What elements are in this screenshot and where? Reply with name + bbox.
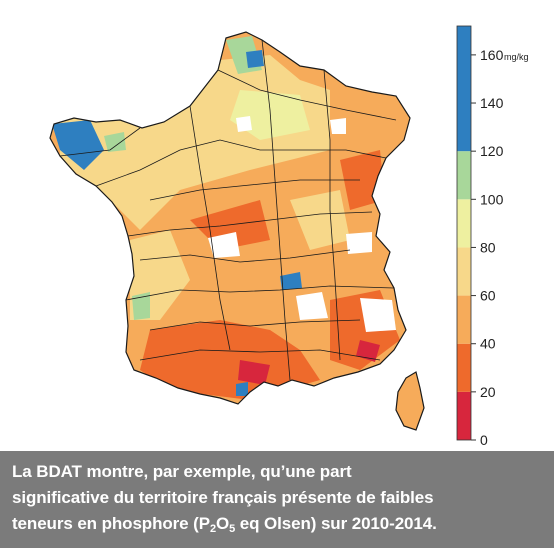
france-phosphorus-map [49, 31, 425, 431]
caption-line-3-post: eq Olsen) sur 2010-2014. [235, 514, 437, 533]
legend-swatch-0 [457, 391, 471, 440]
department-borders [59, 39, 397, 381]
caption-subscript-2: 2 [209, 523, 216, 535]
map-base [50, 32, 424, 430]
legend-swatch-6 [457, 26, 471, 152]
caption-line-1: La BDAT montre, par exemple, qu’une part [12, 462, 352, 481]
caption-box: La BDAT montre, par exemple, qu’une part… [0, 451, 554, 548]
legend-swatch-3 [457, 247, 471, 296]
territory-outline [49, 31, 425, 431]
legend-tick-label-6: 120 [480, 143, 504, 159]
legend-swatch-2 [457, 295, 471, 344]
legend-tick-label-0: 0 [480, 432, 488, 448]
legend-swatch-4 [457, 199, 471, 248]
legend-tick-label-3: 60 [480, 288, 496, 304]
caption-line-3: teneurs en phosphore (P2O5 eq Olsen) sur… [12, 511, 544, 537]
legend-frame [456, 25, 472, 441]
caption-subscript-5: 5 [229, 523, 236, 535]
legend-tick-label-5: 100 [480, 191, 504, 207]
legend-unit: mg/kg [504, 52, 529, 62]
legend-swatch-1 [457, 343, 471, 392]
legend-tick-label-1: 20 [480, 384, 496, 400]
legend-tick-label-8: 160 [480, 47, 504, 63]
caption-line-2: significative du territoire français pré… [12, 488, 434, 507]
legend-tick-label-7: 140 [480, 95, 504, 111]
legend-tick-label-2: 40 [480, 336, 496, 352]
color-legend: 0 20 40 60 80 100 120 140 160 mg/kg [456, 25, 529, 448]
legend-tick-label-4: 80 [480, 239, 496, 255]
legend-swatch-5 [457, 151, 471, 200]
caption-line-3-pre: teneurs en phosphore (P [12, 514, 210, 533]
caption-oxygen: O [215, 514, 230, 533]
